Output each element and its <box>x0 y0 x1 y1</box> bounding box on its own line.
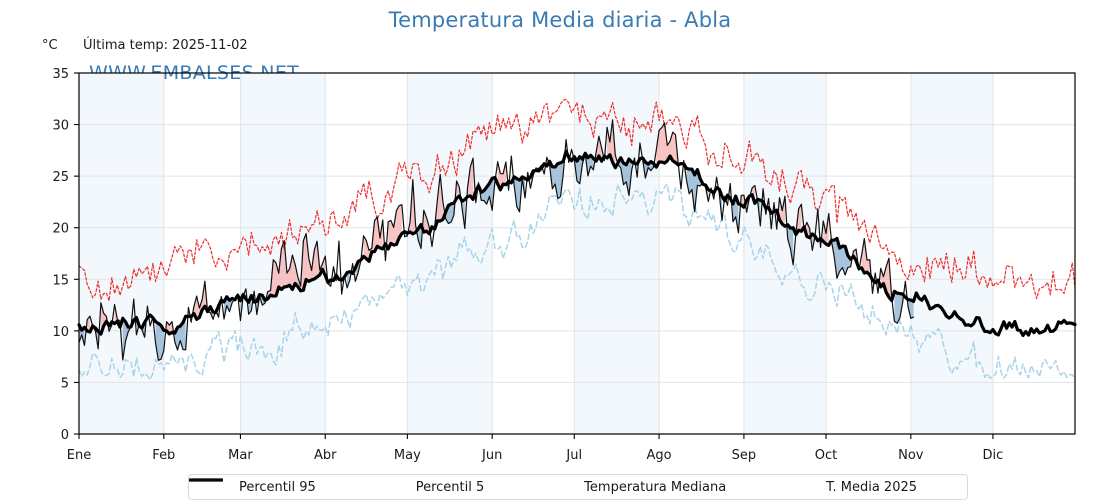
chart-legend: Percentil 95 Percentil 5 Temperatura Media… <box>188 474 968 500</box>
x-axis-tick-label: Abr <box>314 448 337 463</box>
y-axis-tick-label: 25 <box>52 170 69 185</box>
series-line-percentil-5 <box>78 183 1076 381</box>
y-axis-tick-label: 30 <box>52 119 69 134</box>
x-axis-tick-label: Sep <box>732 448 757 463</box>
legend-item[interactable]: Percentil 95 <box>189 479 316 495</box>
y-axis-tick-label: 0 <box>61 428 69 443</box>
page-title: Temperatura Media diaria - Abla <box>388 8 732 32</box>
series-line-temperatura-mediana <box>77 149 1077 338</box>
x-axis-tick-label: May <box>394 448 421 463</box>
x-axis-tick-label: Oct <box>815 448 837 463</box>
y-axis-tick-label: 20 <box>52 222 69 237</box>
x-axis-tick-label: Mar <box>228 448 253 463</box>
y-axis-tick-label: 35 <box>52 67 69 82</box>
y-axis-tick-label: 10 <box>52 325 69 340</box>
legend-label: Percentil 95 <box>238 479 316 495</box>
legend-label: T. Media 2025 <box>826 479 918 495</box>
y-axis-unit-label: °C <box>42 38 58 53</box>
y-axis-tick-label: 15 <box>52 273 69 288</box>
x-axis-tick-label: Ago <box>647 448 672 463</box>
x-axis-tick-label: Feb <box>152 448 175 463</box>
y-axis-tick-label: 5 <box>61 376 69 391</box>
series-line-percentil-95 <box>78 98 1076 302</box>
legend-item[interactable]: Percentil 5 <box>189 479 485 495</box>
legend-item[interactable]: T. Media 2025 <box>189 479 918 495</box>
last-temperature-label: Última temp: 2025-11-02 <box>83 38 248 53</box>
x-axis-tick-label: Jul <box>565 448 582 463</box>
x-axis-tick-label: Jun <box>481 448 502 463</box>
legend-swatch <box>189 479 223 481</box>
legend-label: Temperatura Mediana <box>584 479 727 495</box>
series-line-t-media-2025 <box>78 119 915 361</box>
x-axis-tick-label: Dic <box>983 448 1004 463</box>
x-axis-tick-label: Ene <box>67 448 91 463</box>
x-axis-tick-label: Nov <box>898 448 924 463</box>
legend-label: Percentil 5 <box>415 479 485 495</box>
legend-item[interactable]: Temperatura Mediana <box>189 478 727 495</box>
